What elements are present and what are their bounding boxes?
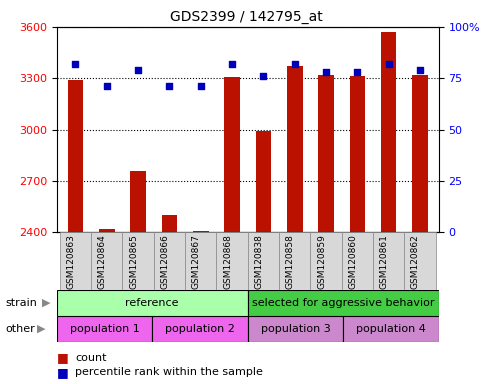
Bar — [185, 232, 216, 290]
Point — [197, 83, 205, 89]
Bar — [216, 232, 248, 290]
Bar — [224, 76, 240, 232]
Text: GSM120838: GSM120838 — [254, 234, 263, 289]
Point — [166, 83, 174, 89]
Text: GSM120863: GSM120863 — [67, 234, 75, 289]
Bar — [60, 232, 91, 290]
Text: GSM120868: GSM120868 — [223, 234, 232, 289]
Text: population 4: population 4 — [356, 324, 426, 334]
Bar — [247, 290, 439, 316]
Bar — [152, 316, 247, 342]
Bar — [247, 316, 343, 342]
Text: GSM120867: GSM120867 — [192, 234, 201, 289]
Point — [228, 61, 236, 67]
Text: reference: reference — [125, 298, 179, 308]
Text: population 2: population 2 — [165, 324, 235, 334]
Point — [353, 69, 361, 75]
Text: GSM120859: GSM120859 — [317, 234, 326, 289]
Text: percentile rank within the sample: percentile rank within the sample — [75, 367, 263, 377]
Bar — [343, 316, 439, 342]
Bar — [381, 32, 396, 232]
Point — [385, 61, 392, 67]
Text: GSM120864: GSM120864 — [98, 234, 107, 289]
Point — [71, 61, 79, 67]
Point — [322, 69, 330, 75]
Bar — [287, 66, 303, 232]
Bar — [154, 232, 185, 290]
Bar — [318, 75, 334, 232]
Text: GSM120865: GSM120865 — [129, 234, 138, 289]
Text: population 3: population 3 — [261, 324, 330, 334]
Text: ▶: ▶ — [37, 324, 45, 334]
Point — [134, 67, 142, 73]
Bar — [57, 290, 247, 316]
Bar — [255, 131, 271, 232]
Text: GSM120860: GSM120860 — [349, 234, 357, 289]
Point — [416, 67, 424, 73]
Bar — [193, 231, 209, 232]
Bar — [350, 76, 365, 232]
Text: other: other — [5, 324, 35, 334]
Text: GSM120861: GSM120861 — [380, 234, 388, 289]
Text: strain: strain — [5, 298, 37, 308]
Text: ■: ■ — [57, 351, 69, 364]
Point — [259, 73, 267, 79]
Text: count: count — [75, 353, 107, 363]
Bar — [91, 232, 122, 290]
Text: ▶: ▶ — [42, 298, 50, 308]
Bar — [57, 316, 152, 342]
Text: GDS2399 / 142795_at: GDS2399 / 142795_at — [170, 10, 323, 23]
Bar — [68, 80, 83, 232]
Text: population 1: population 1 — [70, 324, 140, 334]
Bar — [122, 232, 154, 290]
Text: selected for aggressive behavior: selected for aggressive behavior — [252, 298, 434, 308]
Bar — [373, 232, 404, 290]
Text: GSM120858: GSM120858 — [286, 234, 295, 289]
Bar — [130, 170, 146, 232]
Text: GSM120862: GSM120862 — [411, 234, 420, 289]
Bar — [404, 232, 436, 290]
Bar — [99, 229, 115, 232]
Bar — [279, 232, 311, 290]
Point — [291, 61, 299, 67]
Bar — [342, 232, 373, 290]
Text: GSM120866: GSM120866 — [160, 234, 170, 289]
Bar — [412, 75, 428, 232]
Bar — [248, 232, 279, 290]
Text: ■: ■ — [57, 366, 69, 379]
Bar — [311, 232, 342, 290]
Bar — [162, 215, 177, 232]
Point — [103, 83, 111, 89]
